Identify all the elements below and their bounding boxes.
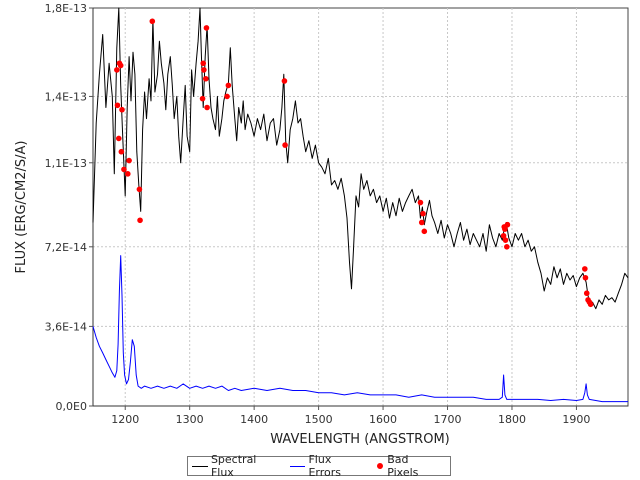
bad-pixel-point: [204, 104, 210, 111]
legend-item-flux-errors: Flux Errors: [289, 453, 368, 479]
bad-pixel-point: [225, 82, 232, 89]
y-tick-label: 1,1E-13: [45, 157, 87, 170]
x-tick-label: 1700: [434, 413, 462, 426]
bad-pixel-point: [149, 18, 156, 25]
bad-pixel-point: [582, 274, 589, 281]
legend: Spectral Flux Flux Errors Bad Pixels: [187, 453, 451, 479]
bad-pixel-point: [200, 60, 207, 67]
flux-errors-line: [92, 255, 628, 403]
spectral-flux-line: [92, 7, 629, 310]
bad-pixel-point: [504, 244, 510, 250]
bad-pixel-point: [417, 199, 424, 206]
bad-pixel-point: [418, 219, 425, 226]
bad-pixel-point: [115, 135, 122, 142]
legend-label-spectral-flux: Spectral Flux: [210, 453, 257, 479]
bad-pixel-point: [114, 102, 121, 109]
legend-swatch-flux-errors: [289, 465, 306, 467]
bad-pixel-point: [121, 166, 127, 173]
bad-pixel-point: [421, 228, 428, 235]
y-axis-title: FLUX (ERG/CM2/S/A): [14, 141, 29, 274]
bad-pixel-point: [281, 78, 288, 84]
legend-item-spectral-flux: Spectral Flux: [192, 453, 283, 479]
x-tick-label: 1300: [176, 413, 204, 426]
x-axis-ticks: 1200 1300 1400 1500 1600 1700 1800 1900: [111, 406, 590, 426]
plot-area: [92, 7, 629, 407]
bad-pixel-point: [587, 301, 594, 308]
bad-pixel-point: [583, 290, 590, 297]
y-tick-label: 0,0E0: [56, 400, 87, 413]
bad-pixel-point: [582, 266, 588, 272]
x-tick-label: 1200: [111, 413, 139, 426]
bad-pixel-point: [199, 95, 206, 102]
bad-pixel-point: [502, 226, 508, 232]
bad-pixel-point: [136, 186, 143, 193]
x-axis-title: WAVELENGTH (ANGSTROM): [270, 432, 449, 447]
y-tick-label: 3,6E-14: [45, 320, 87, 333]
series-layer: [92, 7, 629, 403]
grid-lines: [93, 8, 628, 406]
legend-label-flux-errors: Flux Errors: [308, 453, 342, 479]
bad-pixel-point: [500, 232, 507, 239]
bad-pixel-point: [282, 142, 288, 148]
legend-swatch-spectral-flux: [192, 465, 208, 467]
bad-pixel-point: [224, 93, 230, 100]
bad-pixel-point: [119, 106, 125, 113]
y-tick-label: 1,8E-13: [45, 2, 87, 15]
bad-pixel-point: [117, 62, 124, 69]
y-tick-label: 1,4E-13: [45, 90, 87, 103]
bad-pixel-point: [125, 171, 131, 177]
x-tick-label: 1500: [305, 413, 333, 426]
bad-pixel-point: [203, 25, 210, 31]
x-tick-label: 1800: [498, 413, 526, 426]
legend-item-bad-pixels: Bad Pixels: [374, 453, 443, 479]
bad-pixel-point: [502, 237, 509, 243]
x-tick-label: 1900: [562, 413, 590, 426]
legend-swatch-bad-pixels: [377, 463, 384, 469]
y-tick-label: 7,2E-14: [45, 241, 87, 254]
bad-pixel-point: [420, 210, 426, 217]
bad-pixel-point: [201, 67, 207, 73]
bad-pixel-point: [114, 67, 120, 73]
y-axis-ticks: 0,0E0 3,6E-14 7,2E-14 1,1E-13 1,4E-13 1,8E-13: [45, 2, 93, 413]
bad-pixel-point: [126, 157, 132, 164]
bad-pixel-point: [203, 75, 209, 82]
bad-pixel-point: [118, 148, 125, 155]
bad-pixel-point: [504, 221, 511, 228]
x-tick-label: 1400: [240, 413, 268, 426]
legend-label-bad-pixels: Bad Pixels: [387, 453, 419, 479]
x-tick-label: 1600: [369, 413, 397, 426]
bad-pixel-point: [137, 217, 143, 224]
